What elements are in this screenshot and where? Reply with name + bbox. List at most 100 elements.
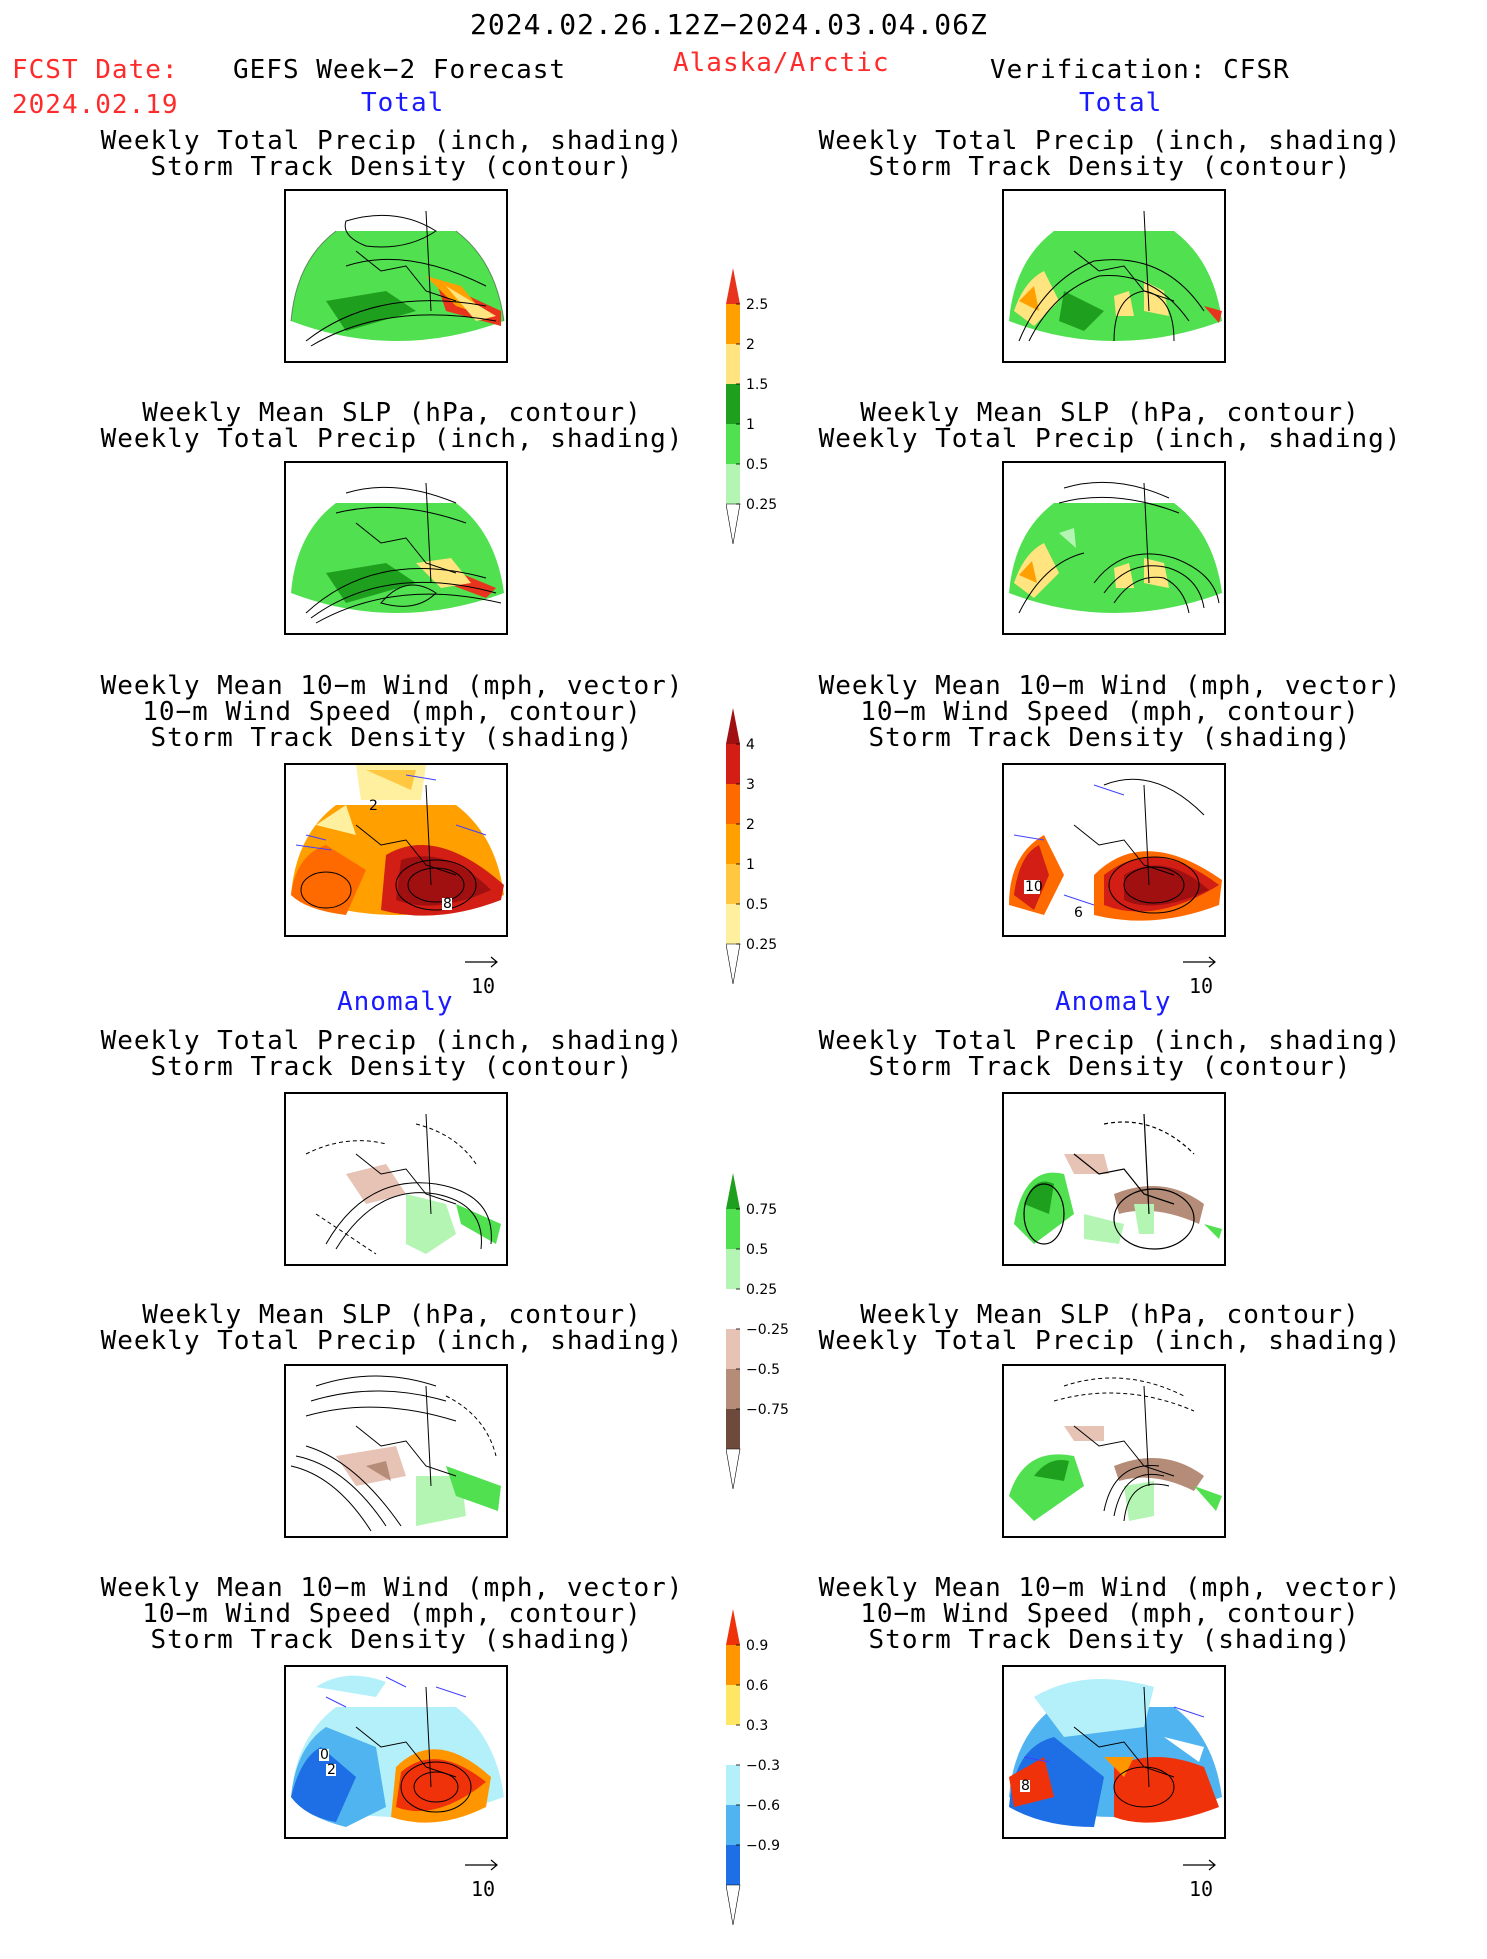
- title-l3a: Weekly Mean 10−m Wind (mph, vector): [100, 671, 684, 701]
- colorbar-tick-label: −0.5: [746, 1362, 780, 1378]
- colorbar-segment: [726, 1369, 740, 1409]
- region-title: Alaska/Arctic: [673, 48, 890, 78]
- map-anom-wind-track-fcst: 0 2: [284, 1665, 508, 1839]
- vector-ref-total-right: 10: [1181, 950, 1221, 998]
- title-l6c: Storm Track Density (shading): [150, 1625, 634, 1655]
- colorbar-segment: [726, 1329, 740, 1369]
- title-r5a: Weekly Mean SLP (hPa, contour): [860, 1300, 1360, 1330]
- arrow-right-icon: [1183, 1859, 1216, 1871]
- colorbar-segment: [726, 1765, 740, 1805]
- colorbar-tick-label: 0.25: [746, 497, 777, 513]
- title-r6b: 10−m Wind Speed (mph, contour): [860, 1599, 1360, 1629]
- vector-ref-anom-left: 10: [463, 1853, 503, 1901]
- map-total-precip-track-verif: [1002, 189, 1226, 363]
- model-title: GEFS Week−2 Forecast: [233, 55, 567, 85]
- contour-label-10: 10: [1025, 879, 1043, 895]
- map-anom-slp-precip-verif: [1002, 1364, 1226, 1538]
- colorbar-segment: [726, 1685, 740, 1725]
- contour-label-8b: 8: [1021, 1778, 1030, 1794]
- colorbar-segment: [726, 1645, 740, 1685]
- colorbar-top-triangle: [726, 268, 740, 304]
- contour-label-8: 8: [443, 896, 452, 912]
- fcst-date-label: FCST Date:: [12, 55, 179, 85]
- map-total-slp-precip-verif: [1002, 461, 1226, 635]
- title-l4a: Weekly Total Precip (inch, shading): [100, 1026, 684, 1056]
- colorbar-tick-label: 2: [746, 817, 755, 833]
- colorbar-segment: [726, 1725, 740, 1765]
- title-l3b: 10−m Wind Speed (mph, contour): [142, 697, 642, 727]
- colorbar-tick-label: 0.5: [746, 897, 768, 913]
- colorbar-tick-label: 2.5: [746, 297, 768, 313]
- colorbar-tick-label: 0.25: [746, 1282, 777, 1298]
- colorbar-track-anom: 0.9 0.6 0.3 −0.3 −0.6 −0.9: [725, 1609, 816, 1959]
- contour-label-2: 2: [369, 798, 378, 814]
- title-l2a: Weekly Mean SLP (hPa, contour): [142, 398, 642, 428]
- arrow-right-icon: [465, 1859, 498, 1871]
- colorbar-segment: [726, 1805, 740, 1845]
- colorbar-tick-label: 0.75: [746, 1202, 777, 1218]
- vector-ref-anom-right: 10: [1181, 1853, 1221, 1901]
- colorbar-segment: [726, 784, 740, 824]
- date-range-title: 2024.02.26.12Z−2024.03.04.06Z: [470, 8, 988, 41]
- colorbar-segment: [726, 1249, 740, 1289]
- colorbar-tick-label: 0.25: [746, 937, 777, 953]
- title-r6a: Weekly Mean 10−m Wind (mph, vector): [818, 1573, 1402, 1603]
- colorbar-segment: [726, 744, 740, 784]
- colorbar-segment: [726, 1409, 740, 1449]
- colorbar-segment: [726, 824, 740, 864]
- title-r4b: Storm Track Density (contour): [868, 1052, 1352, 1082]
- colorbar-tick-label: 0.5: [746, 1242, 768, 1258]
- title-l6a: Weekly Mean 10−m Wind (mph, vector): [100, 1573, 684, 1603]
- fcst-date-value: 2024.02.19: [12, 90, 179, 120]
- map-total-wind-track-verif: 10 6: [1002, 763, 1226, 937]
- map-anom-precip-track-verif: [1002, 1092, 1226, 1266]
- contour-label-0: 0: [320, 1747, 329, 1763]
- colorbar-bottom-triangle: [725, 503, 741, 545]
- colorbar-precip-total: 2.5 2 1.5 1 0.5 0.25: [725, 268, 816, 578]
- colorbar-tick-label: −0.3: [746, 1758, 780, 1774]
- title-r3b: 10−m Wind Speed (mph, contour): [860, 697, 1360, 727]
- title-l1b: Storm Track Density (contour): [150, 152, 634, 182]
- colorbar-tick-label: 0.6: [746, 1678, 768, 1694]
- colorbar-segment: [726, 1209, 740, 1249]
- map-anom-slp-precip-fcst: [284, 1364, 508, 1538]
- map-total-wind-track-fcst: 2 8: [284, 763, 508, 937]
- colorbar-tick-label: 1: [746, 857, 755, 873]
- colorbar-bottom-triangle: [725, 1884, 741, 1926]
- colorbar-top-triangle: [726, 1173, 740, 1209]
- verification-title: Verification: CFSR: [990, 55, 1290, 85]
- section-anomaly-left: Anomaly: [337, 987, 454, 1017]
- colorbar-tick-label: 4: [746, 737, 755, 753]
- title-r2a: Weekly Mean SLP (hPa, contour): [860, 398, 1360, 428]
- colorbar-track-total: 4 3 2 1 0.5 0.25: [725, 708, 816, 1018]
- title-r3c: Storm Track Density (shading): [868, 723, 1352, 753]
- vector-ref-total-left: 10: [463, 950, 503, 998]
- title-l4b: Storm Track Density (contour): [150, 1052, 634, 1082]
- colorbar-tick-label: 0.3: [746, 1718, 768, 1734]
- colorbar-tick-label: 1: [746, 417, 755, 433]
- colorbar-bottom-triangle: [725, 943, 741, 985]
- colorbar-segment: [726, 1845, 740, 1885]
- colorbar-top-triangle: [726, 708, 740, 744]
- colorbar-segment: [726, 864, 740, 904]
- title-r6c: Storm Track Density (shading): [868, 1625, 1352, 1655]
- colorbar-tick-label: −0.25: [746, 1322, 789, 1338]
- title-l5a: Weekly Mean SLP (hPa, contour): [142, 1300, 642, 1330]
- title-l5b: Weekly Total Precip (inch, shading): [100, 1326, 684, 1356]
- title-r5b: Weekly Total Precip (inch, shading): [818, 1326, 1402, 1356]
- title-l1a: Weekly Total Precip (inch, shading): [100, 126, 684, 156]
- colorbar-segment: [726, 464, 740, 504]
- section-anomaly-right: Anomaly: [1055, 987, 1172, 1017]
- vector-ref-label: 10: [1188, 974, 1214, 998]
- title-l6b: 10−m Wind Speed (mph, contour): [142, 1599, 642, 1629]
- title-l3c: Storm Track Density (shading): [150, 723, 634, 753]
- colorbar-bottom-triangle: [725, 1448, 741, 1490]
- colorbar-segment: [726, 344, 740, 384]
- colorbar-tick-label: −0.6: [746, 1798, 780, 1814]
- vector-ref-label: 10: [470, 1877, 496, 1901]
- colorbar-tick-label: 1.5: [746, 377, 768, 393]
- colorbar-segment: [726, 384, 740, 424]
- title-r4a: Weekly Total Precip (inch, shading): [818, 1026, 1402, 1056]
- title-r3a: Weekly Mean 10−m Wind (mph, vector): [818, 671, 1402, 701]
- contour-label-6: 6: [1074, 905, 1083, 921]
